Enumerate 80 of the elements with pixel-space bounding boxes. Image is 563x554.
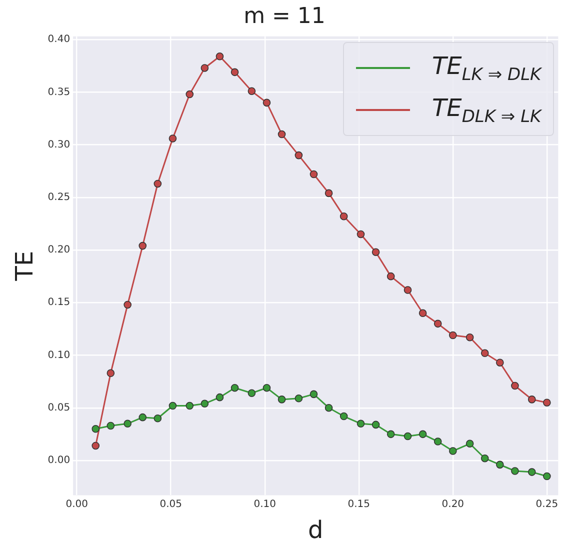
y-tick-label: 0.20: [48, 244, 70, 256]
point: [480, 454, 489, 462]
point: [528, 396, 536, 404]
point: [386, 272, 395, 280]
y-tick-label: 0.35: [48, 86, 70, 98]
point: [294, 394, 303, 402]
point: [543, 398, 551, 406]
point: [480, 349, 489, 358]
point: [528, 468, 536, 476]
x-axis-title: d: [308, 516, 324, 544]
point: [230, 68, 239, 76]
point: [324, 189, 333, 198]
y-tick-label: 0.30: [48, 139, 70, 150]
point: [168, 402, 177, 410]
point: [543, 472, 551, 480]
x-tick-label: 0.15: [348, 498, 370, 510]
point: [310, 390, 318, 398]
point: [511, 467, 519, 475]
point: [106, 422, 115, 430]
y-tick-label: 0.15: [48, 297, 70, 308]
y-tick-label: 0.10: [48, 350, 70, 361]
legend-label: TE$_{LK ⇒ DLK}$: [432, 52, 542, 85]
point: [278, 396, 286, 404]
point: [186, 402, 194, 410]
point: [278, 130, 286, 138]
point: [372, 420, 380, 429]
point: [340, 412, 348, 420]
y-tick-label: 0.25: [48, 192, 70, 203]
point: [138, 242, 147, 250]
point: [386, 430, 395, 438]
x-tick-label: 0.00: [66, 498, 88, 510]
point: [216, 52, 224, 60]
point: [418, 309, 427, 318]
y-tick-label: 0.00: [48, 455, 70, 466]
point: [230, 384, 239, 392]
point: [92, 442, 100, 450]
chart-title: m = 11: [244, 4, 326, 29]
point: [404, 286, 412, 294]
point: [356, 420, 365, 428]
x-tick-label: 0.20: [442, 498, 464, 510]
point: [496, 460, 504, 469]
point: [168, 134, 177, 142]
point: [154, 414, 162, 422]
point: [356, 230, 365, 238]
point: [372, 248, 380, 256]
point: [404, 432, 412, 440]
point: [200, 64, 209, 72]
point: [262, 384, 271, 392]
point: [124, 420, 132, 428]
point: [496, 358, 504, 367]
point: [434, 320, 442, 328]
point: [248, 87, 256, 96]
point: [294, 151, 303, 160]
legend-label: TE$_{DLK ⇒ LK}$: [432, 94, 542, 127]
point: [106, 369, 115, 378]
y-tick-label: 0.40: [48, 34, 70, 46]
point: [310, 170, 318, 178]
point: [511, 382, 519, 390]
point: [248, 389, 256, 398]
point: [434, 438, 442, 446]
x-tick-label: 0.05: [160, 498, 182, 510]
point: [186, 90, 194, 98]
point: [340, 212, 348, 220]
point: [449, 331, 457, 340]
point: [216, 393, 224, 402]
point: [124, 300, 132, 309]
x-tick-label: 0.25: [536, 498, 558, 510]
point: [92, 425, 100, 433]
point: [418, 430, 427, 438]
y-tick-label: 0.05: [48, 402, 70, 414]
point: [138, 413, 147, 422]
point: [200, 400, 209, 408]
x-tick-label: 0.10: [254, 498, 276, 510]
point: [154, 180, 162, 188]
point: [262, 98, 271, 107]
point: [449, 447, 457, 455]
y-axis-title: TE: [10, 250, 39, 282]
point: [466, 440, 474, 448]
point: [466, 333, 474, 342]
point: [324, 404, 333, 412]
